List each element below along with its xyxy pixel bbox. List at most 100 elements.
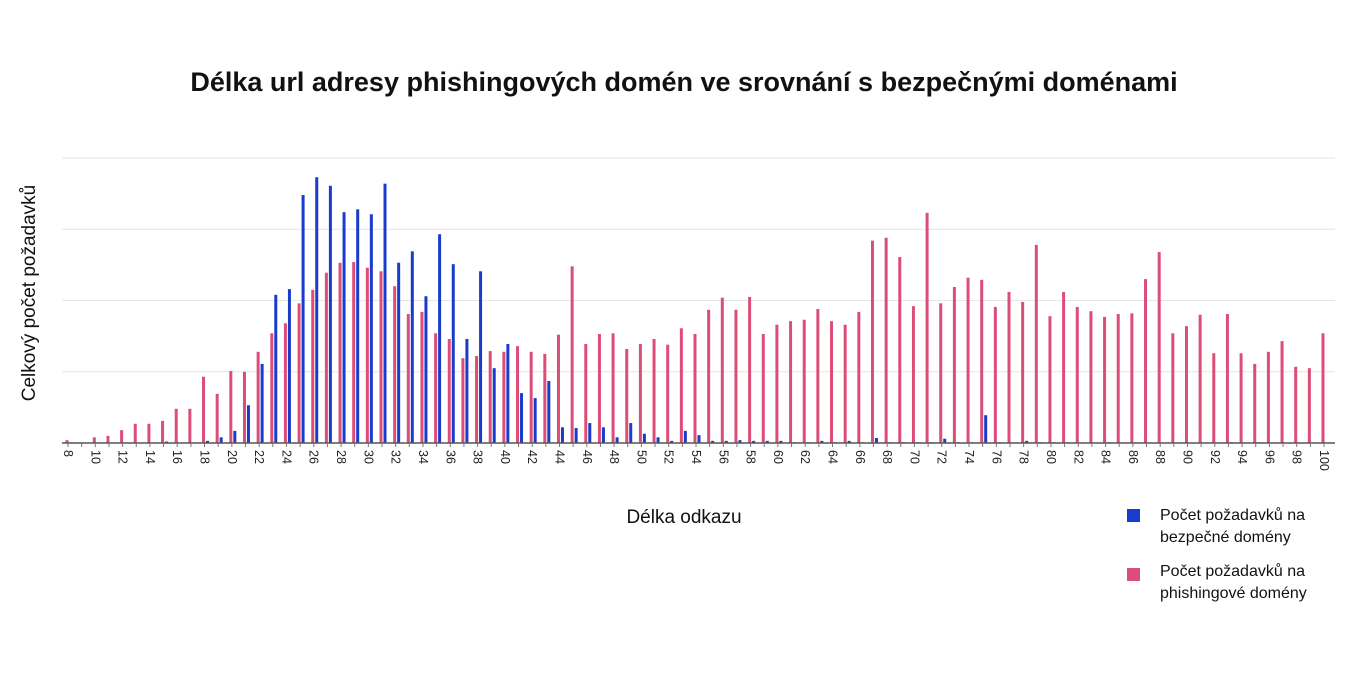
x-tick-label: 8 <box>61 450 75 457</box>
bar-phishing-domains-50 <box>638 343 642 443</box>
bar-phishing-domains-62 <box>802 319 806 443</box>
x-tick-label: 72 <box>935 450 949 464</box>
bar-phishing-domains-69 <box>898 257 902 443</box>
bar-safe-domains-60 <box>779 440 783 443</box>
bar-phishing-domains-35 <box>434 333 438 443</box>
x-tick-label: 70 <box>907 450 921 464</box>
bar-phishing-domains-83 <box>1089 311 1093 443</box>
bar-safe-domains-29 <box>356 209 360 443</box>
x-tick-label: 48 <box>607 450 621 464</box>
x-tick-label: 84 <box>1099 450 1113 464</box>
bar-phishing-domains-41 <box>516 346 520 443</box>
bar-safe-domains-28 <box>342 212 346 443</box>
x-tick-label: 94 <box>1235 450 1249 464</box>
bar-safe-domains-44 <box>560 427 564 443</box>
x-tick-label: 100 <box>1317 450 1331 471</box>
x-tick-label: 50 <box>634 450 648 464</box>
x-tick-label: 78 <box>1017 450 1031 464</box>
x-tick-label: 54 <box>689 450 703 464</box>
x-tick-label: 68 <box>880 450 894 464</box>
bar-phishing-domains-30 <box>365 267 369 443</box>
bar-phishing-domains-20 <box>229 371 233 443</box>
bar-phishing-domains-17 <box>188 408 192 443</box>
bar-safe-domains-65 <box>847 440 851 443</box>
bar-phishing-domains-61 <box>789 321 793 443</box>
x-tick-label: 18 <box>198 450 212 464</box>
bar-safe-domains-37 <box>465 338 469 443</box>
bar-safe-domains-20 <box>233 430 237 443</box>
legend-swatch-safe-domains <box>1127 509 1140 522</box>
bar-phishing-domains-33 <box>406 314 410 443</box>
bar-phishing-domains-90 <box>1184 326 1188 443</box>
bar-phishing-domains-21 <box>242 371 246 443</box>
bar-phishing-domains-23 <box>270 333 274 443</box>
legend-label-phishing-domains: Počet požadavků na phishingové domény <box>1160 563 1307 602</box>
x-tick-label: 14 <box>143 450 157 464</box>
bar-phishing-domains-38 <box>475 356 479 443</box>
x-tick-label: 36 <box>443 450 457 464</box>
bar-safe-domains-41 <box>520 393 524 443</box>
x-tick-label: 40 <box>498 450 512 464</box>
bar-safe-domains-33 <box>410 251 414 443</box>
bar-phishing-domains-92 <box>1212 353 1216 443</box>
x-tick-label: 88 <box>1153 450 1167 464</box>
bar-phishing-domains-29 <box>352 262 356 443</box>
bar-phishing-domains-12 <box>120 430 124 443</box>
bar-phishing-domains-60 <box>775 324 779 443</box>
bar-phishing-domains-31 <box>379 271 383 443</box>
bar-phishing-domains-42 <box>529 351 533 443</box>
bar-safe-domains-19 <box>219 437 223 443</box>
bar-safe-domains-48 <box>615 437 619 443</box>
bar-safe-domains-23 <box>274 294 278 443</box>
bar-safe-domains-75 <box>984 415 988 443</box>
bar-safe-domains-67 <box>874 438 878 443</box>
bar-phishing-domains-56 <box>720 297 724 443</box>
bar-phishing-domains-26 <box>311 289 315 443</box>
x-tick-label: 28 <box>334 450 348 464</box>
bar-safe-domains-38 <box>479 271 483 443</box>
bar-safe-domains-50 <box>642 433 646 443</box>
bar-safe-domains-51 <box>656 437 660 443</box>
bar-phishing-domains-52 <box>666 344 670 443</box>
bar-phishing-domains-48 <box>611 333 615 443</box>
bar-safe-domains-63 <box>820 440 824 443</box>
bar-phishing-domains-34 <box>420 311 424 443</box>
bar-safe-domains-49 <box>629 423 633 443</box>
bar-safe-domains-47 <box>601 427 605 443</box>
bar-safe-domains-25 <box>301 195 305 443</box>
bar-safe-domains-31 <box>383 183 387 443</box>
x-tick-label: 62 <box>798 450 812 464</box>
x-tick-label: 74 <box>962 450 976 464</box>
x-tick-label: 58 <box>744 450 758 464</box>
y-axis-label: Celkový počet požadavků <box>19 184 40 402</box>
x-tick-label: 12 <box>116 450 130 464</box>
x-tick-label: 44 <box>552 450 566 464</box>
bar-phishing-domains-27 <box>324 272 328 443</box>
bar-phishing-domains-28 <box>338 262 342 443</box>
bar-safe-domains-46 <box>588 423 592 443</box>
bar-phishing-domains-58 <box>748 296 752 443</box>
x-tick-label: 30 <box>361 450 375 464</box>
x-tick-label: 76 <box>989 450 1003 464</box>
bar-phishing-domains-79 <box>1034 244 1038 443</box>
bar-phishing-domains-45 <box>570 266 574 443</box>
bar-phishing-domains-51 <box>652 338 656 443</box>
bar-safe-domains-27 <box>328 185 332 443</box>
bar-phishing-domains-84 <box>1103 316 1107 443</box>
x-tick-label: 42 <box>525 450 539 464</box>
bar-safe-domains-55 <box>711 440 715 443</box>
bar-phishing-domains-32 <box>393 286 397 443</box>
bar-phishing-domains-18 <box>202 376 206 443</box>
bar-phishing-domains-25 <box>297 303 301 443</box>
bar-phishing-domains-65 <box>843 324 847 443</box>
bar-phishing-domains-11 <box>106 435 110 443</box>
bar-safe-domains-40 <box>506 343 510 443</box>
bar-safe-domains-26 <box>315 177 319 444</box>
x-tick-label: 92 <box>1208 450 1222 464</box>
bar-safe-domains-21 <box>246 405 250 443</box>
bar-safe-domains-18 <box>206 440 210 443</box>
bar-phishing-domains-75 <box>980 279 984 443</box>
bar-phishing-domains-54 <box>693 333 697 443</box>
bar-safe-domains-53 <box>683 430 687 443</box>
